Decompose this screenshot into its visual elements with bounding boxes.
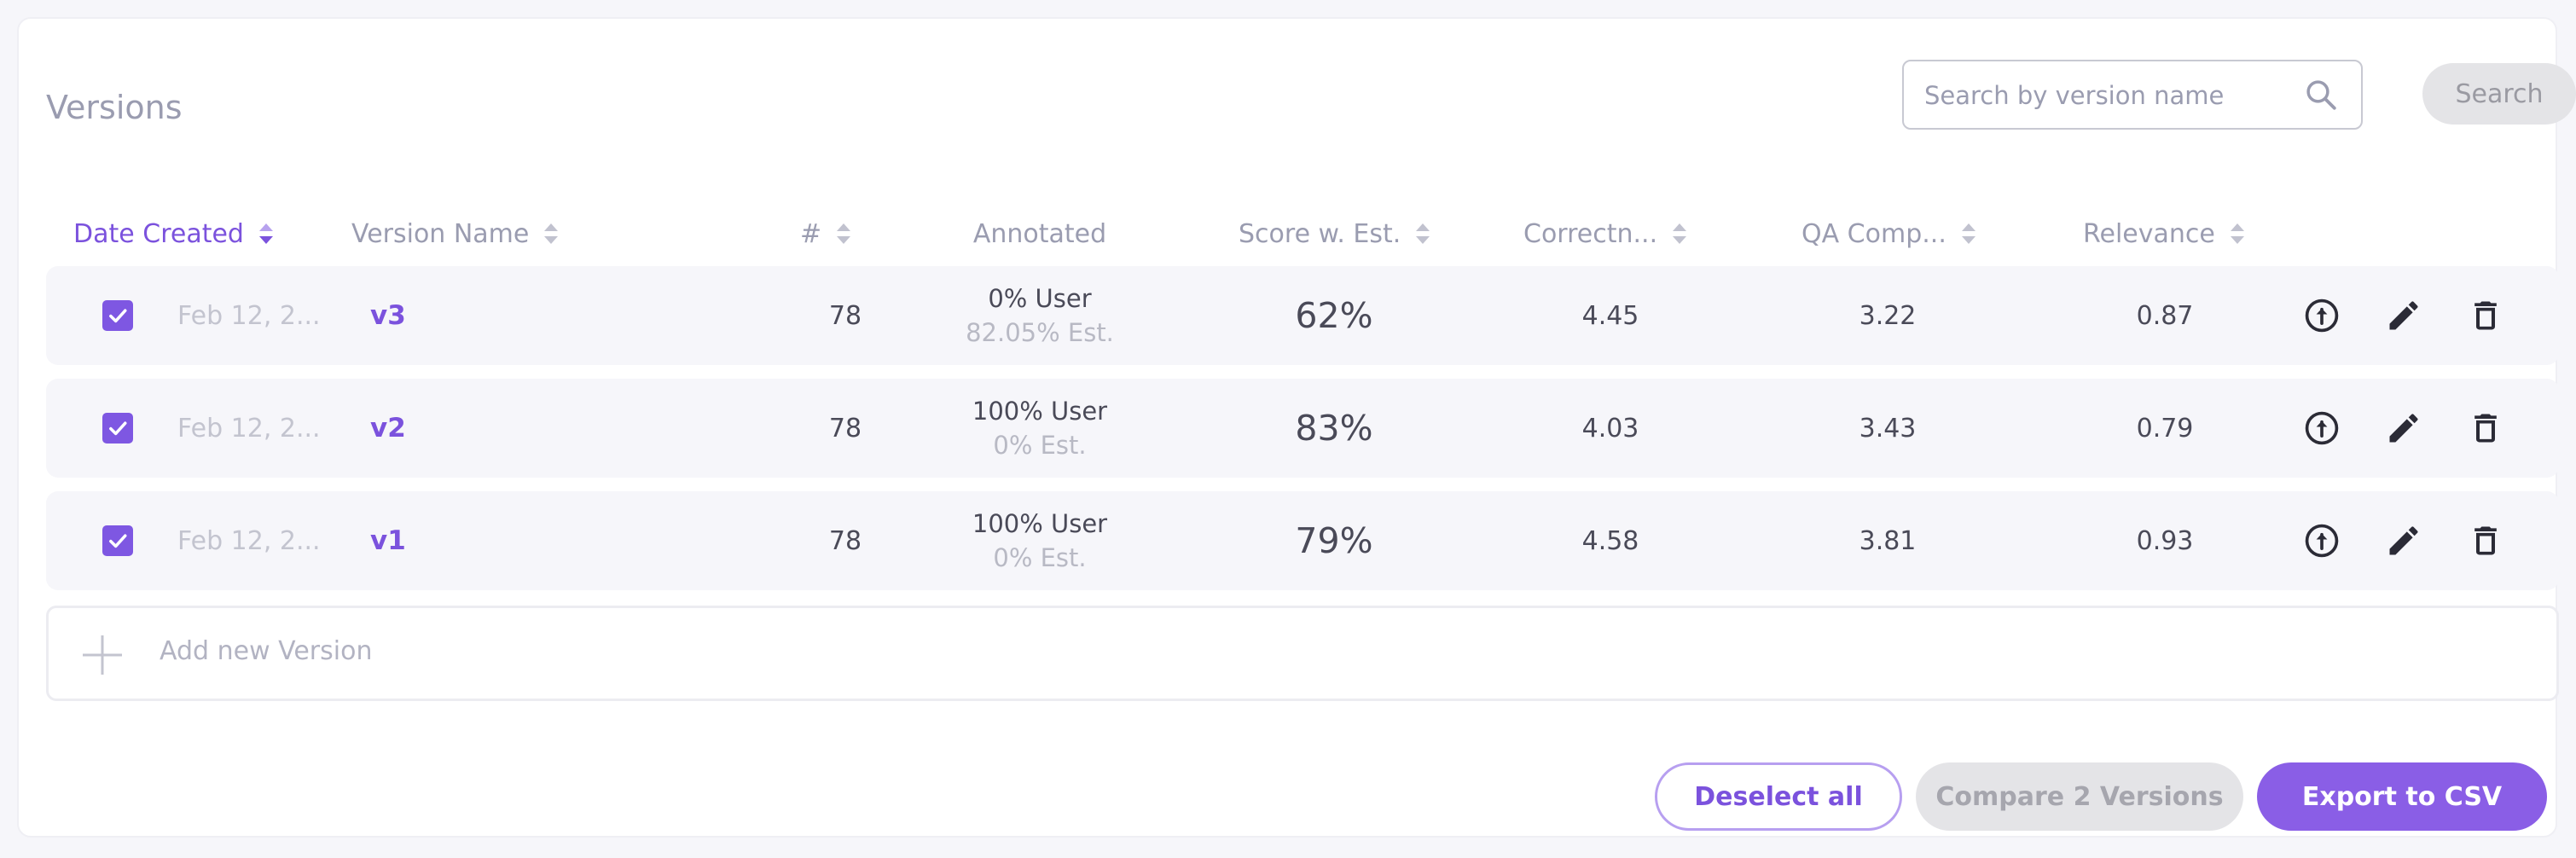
- search-button[interactable]: Search: [2422, 63, 2576, 125]
- pencil-icon[interactable]: [2385, 409, 2422, 447]
- column-header-label: Score w. Est.: [1239, 218, 1401, 249]
- annotated-user: 0% User: [988, 284, 1092, 313]
- trash-icon[interactable]: [2467, 409, 2504, 447]
- row-relevance: 0.87: [2136, 300, 2194, 331]
- column-header-label: Annotated: [972, 218, 1107, 249]
- column-header-relevance[interactable]: Relevance: [2083, 217, 2246, 251]
- column-header-label: Version Name: [351, 218, 530, 249]
- row-score: 79%: [1295, 520, 1373, 561]
- row-version-name[interactable]: v2: [370, 413, 406, 443]
- row-date: Feb 12, 2...: [177, 413, 321, 443]
- search-input[interactable]: [1923, 61, 2293, 130]
- row-checkbox[interactable]: [102, 525, 133, 556]
- trash-icon[interactable]: [2467, 522, 2504, 559]
- column-header-label: Relevance: [2083, 218, 2215, 249]
- export-csv-button[interactable]: Export to CSV: [2257, 762, 2547, 831]
- column-header-annotated: Annotated: [973, 217, 1106, 251]
- sort-icon[interactable]: [542, 222, 560, 246]
- sort-icon[interactable]: [1671, 222, 1688, 246]
- row-score: 83%: [1295, 408, 1373, 449]
- column-header-number[interactable]: #: [800, 217, 852, 251]
- row-version-name[interactable]: v3: [370, 300, 406, 331]
- sort-icon[interactable]: [835, 222, 852, 246]
- annotated-est: 82.05% Est.: [966, 318, 1114, 347]
- row-relevance: 0.93: [2136, 525, 2194, 556]
- upload-circle-icon[interactable]: [2303, 522, 2341, 559]
- add-new-version-button[interactable]: Add new Version: [46, 606, 2559, 701]
- row-correctness: 4.03: [1581, 413, 1639, 443]
- annotated-user: 100% User: [972, 397, 1108, 426]
- row-date: Feb 12, 2...: [177, 525, 321, 556]
- annotated-est: 0% Est.: [993, 543, 1087, 572]
- column-header-label: Date Created: [73, 218, 244, 249]
- column-header-label: #: [800, 218, 822, 249]
- column-header-label: Correctn...: [1523, 218, 1658, 249]
- upload-circle-icon[interactable]: [2303, 297, 2341, 334]
- row-annotated: 0% User 82.05% Est.: [966, 266, 1114, 365]
- row-correctness: 4.45: [1581, 300, 1639, 331]
- column-header-label: QA Comp...: [1801, 218, 1947, 249]
- search-icon[interactable]: [2303, 77, 2339, 113]
- column-header-correctness[interactable]: Correctn...: [1523, 217, 1688, 251]
- annotated-user: 100% User: [972, 509, 1108, 538]
- row-annotated: 100% User 0% Est.: [972, 491, 1107, 590]
- trash-icon[interactable]: [2467, 297, 2504, 334]
- check-icon: [109, 309, 127, 323]
- row-annotated: 100% User 0% Est.: [972, 379, 1107, 478]
- column-header-qa-comp[interactable]: QA Comp...: [1801, 217, 1977, 251]
- plus-icon: [81, 634, 124, 676]
- row-count: 78: [828, 300, 862, 331]
- row-checkbox[interactable]: [102, 300, 133, 331]
- row-date: Feb 12, 2...: [177, 300, 321, 331]
- deselect-all-button[interactable]: Deselect all: [1655, 762, 1902, 831]
- sort-icon[interactable]: [1960, 222, 1977, 246]
- page-title: Versions: [46, 89, 183, 126]
- column-header-date-created[interactable]: Date Created: [73, 217, 275, 251]
- add-new-version-label: Add new Version: [160, 636, 373, 666]
- row-qa-comp: 3.43: [1859, 413, 1917, 443]
- column-header-score[interactable]: Score w. Est.: [1239, 217, 1431, 251]
- row-checkbox[interactable]: [102, 413, 133, 443]
- annotated-est: 0% Est.: [993, 431, 1087, 460]
- compare-versions-button[interactable]: Compare 2 Versions: [1916, 762, 2243, 831]
- row-relevance: 0.79: [2136, 413, 2194, 443]
- table-row[interactable]: Feb 12, 2... v2 78 100% User 0% Est. 83%…: [46, 379, 2559, 478]
- sort-icon[interactable]: [2229, 222, 2246, 246]
- row-correctness: 4.58: [1581, 525, 1639, 556]
- row-qa-comp: 3.81: [1859, 525, 1917, 556]
- search-box: [1902, 60, 2363, 130]
- check-icon: [109, 534, 127, 548]
- row-version-name[interactable]: v1: [370, 525, 406, 556]
- sort-icon[interactable]: [258, 222, 275, 246]
- row-count: 78: [828, 525, 862, 556]
- check-icon: [109, 421, 127, 436]
- sort-icon[interactable]: [1414, 222, 1431, 246]
- table-row[interactable]: Feb 12, 2... v1 78 100% User 0% Est. 79%…: [46, 491, 2559, 590]
- row-count: 78: [828, 413, 862, 443]
- row-score: 62%: [1295, 295, 1373, 336]
- versions-panel: Versions Search Date Created Version Nam…: [17, 17, 2576, 838]
- pencil-icon[interactable]: [2385, 522, 2422, 559]
- upload-circle-icon[interactable]: [2303, 409, 2341, 447]
- table-row[interactable]: Feb 12, 2... v3 78 0% User 82.05% Est. 6…: [46, 266, 2559, 365]
- pencil-icon[interactable]: [2385, 297, 2422, 334]
- column-header-version-name[interactable]: Version Name: [351, 217, 560, 251]
- row-qa-comp: 3.22: [1859, 300, 1917, 331]
